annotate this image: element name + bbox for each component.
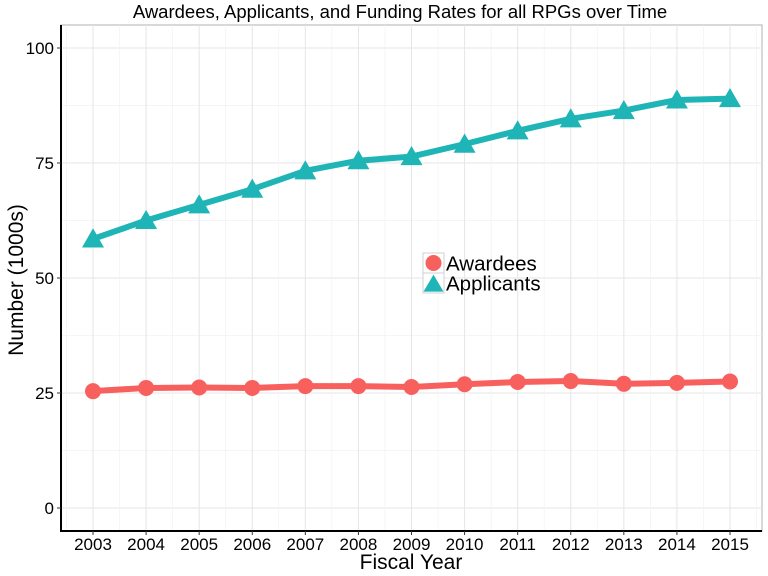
y-tick-label: 100	[26, 39, 54, 58]
x-tick-label: 2005	[180, 535, 218, 554]
data-point-awardees	[191, 379, 208, 396]
x-tick-label: 2014	[658, 535, 696, 554]
y-tick-label: 50	[35, 269, 54, 288]
x-tick-label: 2004	[127, 535, 165, 554]
y-tick-label: 25	[35, 384, 54, 403]
y-tick-labels: 0 25 50 75 100	[26, 39, 54, 518]
data-point-applicants	[400, 145, 423, 166]
data-point-awardees	[244, 379, 261, 396]
data-point-awardees	[138, 379, 155, 396]
data-point-awardees	[562, 373, 579, 390]
x-tick-label: 2006	[233, 535, 271, 554]
data-point-applicants	[612, 99, 635, 120]
data-point-awardees	[668, 374, 685, 391]
grid	[60, 24, 763, 532]
data-point-awardees	[615, 375, 632, 392]
x-tick-labels: 2003 2004 2005 2006 2007 2008 2009 2010 2011 2012…	[74, 535, 749, 554]
x-tick-label: 2009	[393, 535, 431, 554]
y-tick-label: 0	[45, 499, 54, 518]
x-tick-label: 2003	[74, 535, 112, 554]
x-tick-label: 2011	[499, 535, 536, 554]
data-point-awardees	[722, 373, 738, 390]
data-point-applicants	[82, 228, 104, 248]
data-point-applicants	[453, 133, 476, 153]
axes	[57, 25, 762, 535]
data-point-awardees	[403, 379, 420, 396]
data-point-applicants	[347, 150, 370, 170]
data-point-awardees	[509, 373, 526, 390]
chart-title: Awardees, Applicants, and Funding Rates …	[133, 1, 667, 22]
series-markers	[82, 87, 741, 400]
data-point-awardees	[456, 376, 473, 393]
x-tick-label: 2010	[446, 535, 484, 554]
data-point-awardees	[85, 383, 101, 400]
x-tick-label: 2015	[711, 535, 749, 554]
x-axis-label: Fiscal Year	[360, 551, 463, 574]
data-point-applicants	[719, 87, 741, 108]
x-tick-label: 2012	[552, 535, 590, 554]
data-point-applicants	[294, 160, 317, 180]
x-tick-label: 2007	[286, 535, 324, 554]
x-tick-label: 2008	[340, 535, 378, 554]
legend-label-awardees: Awardees	[446, 253, 537, 276]
data-point-applicants	[135, 209, 158, 230]
data-point-awardees	[350, 378, 367, 395]
x-tick-label: 2013	[605, 535, 643, 554]
data-point-applicants	[188, 194, 211, 214]
legend-circle-icon	[425, 255, 442, 271]
data-point-applicants	[241, 178, 264, 198]
data-point-awardees	[297, 378, 314, 395]
y-axis-label: Number (1000s)	[5, 204, 28, 356]
data-point-applicants	[506, 120, 529, 140]
y-tick-label: 75	[35, 154, 54, 173]
legend-label-applicants: Applicants	[446, 273, 541, 296]
data-point-applicants	[559, 108, 582, 128]
data-point-applicants	[665, 89, 688, 109]
legend-triangle-icon	[423, 274, 444, 292]
